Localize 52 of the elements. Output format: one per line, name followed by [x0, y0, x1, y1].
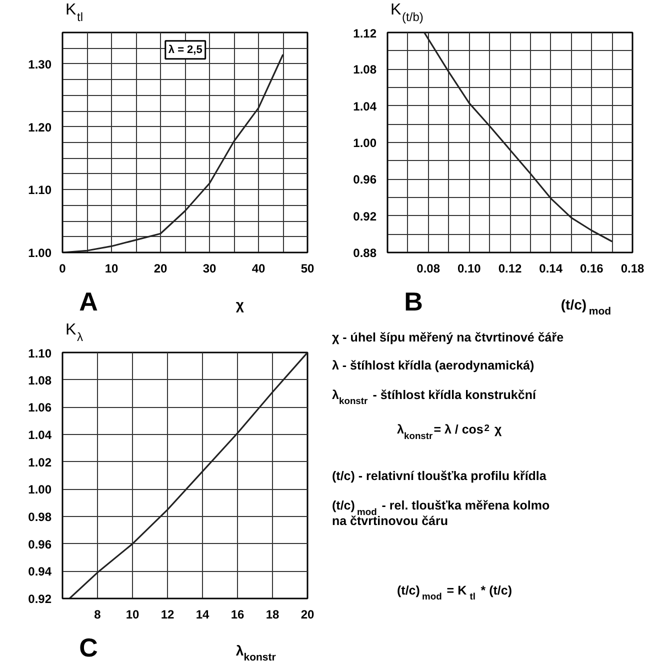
y-tick-label: 1.08 [353, 62, 377, 77]
text: χ - úhel šípu měřený na čtvrtinové čáře [332, 330, 564, 345]
x-tick-label: 50 [300, 262, 314, 276]
y-tick-label: 1.10 [28, 346, 52, 360]
y-tick-label: 0.96 [28, 537, 52, 552]
y-tick-label: 1.08 [28, 373, 52, 388]
line-series [62, 54, 284, 252]
x-tick-label: 12 [160, 608, 174, 622]
y-tick-label: 1.00 [353, 136, 377, 150]
text: λ - štíhlost křídla (aerodynamická) [332, 358, 534, 372]
x-tick-label: 0.08 [416, 262, 440, 276]
y-tick-label: 0.94 [28, 564, 52, 579]
y-tick-label: 1.12 [353, 26, 377, 40]
x-tick-label: 18 [266, 608, 280, 622]
x-tick-label: 0.16 [580, 262, 604, 276]
annotation: λ = 2,5 [168, 44, 202, 56]
text: B [404, 286, 423, 316]
x-tick-label: 20 [300, 608, 314, 622]
y-tick-label: 1.02 [28, 455, 52, 470]
y-tick-label: 1.20 [28, 120, 52, 134]
x-tick-label: 0.14 [539, 262, 563, 276]
line-series [68, 352, 308, 598]
x-axis-title: χ [236, 296, 244, 312]
x-tick-label: 0.12 [498, 262, 522, 276]
x-tick-label: 8 [94, 608, 102, 622]
text: C [79, 632, 98, 662]
x-tick-label: 16 [230, 608, 244, 622]
line-series [423, 32, 613, 242]
x-tick-label: 0 [59, 262, 66, 276]
y-tick-label: 1.00 [28, 246, 52, 260]
text: (t/c) - relativní tloušťka profilu křídla [332, 469, 548, 484]
text: A [79, 286, 98, 316]
x-tick-label: 30 [202, 262, 216, 276]
y-tick-label: 1.04 [28, 428, 52, 442]
y-tick-label: 0.92 [28, 592, 52, 606]
y-tick-label: 1.06 [28, 400, 52, 415]
x-tick-label: 40 [252, 262, 266, 276]
y-tick-label: 1.30 [28, 57, 52, 72]
x-tick-label: 0.18 [620, 262, 645, 276]
text: - štíhlost křídla konstrukční [372, 388, 536, 402]
x-tick-label: 10 [126, 608, 140, 622]
y-tick-label: 1.04 [353, 99, 377, 114]
y-tick-label: 1.10 [28, 183, 52, 198]
x-tick-label: 14 [196, 608, 210, 622]
y-tick-label: 0.92 [353, 209, 377, 224]
y-tick-label: 1.00 [28, 482, 52, 497]
x-tick-label: 10 [104, 262, 118, 276]
y-tick-label: 0.98 [28, 510, 52, 524]
y-tick-label: 0.96 [353, 172, 377, 187]
y-tick-label: 0.88 [353, 246, 377, 260]
x-tick-label: 0.10 [457, 262, 482, 276]
x-tick-label: 20 [154, 262, 168, 276]
